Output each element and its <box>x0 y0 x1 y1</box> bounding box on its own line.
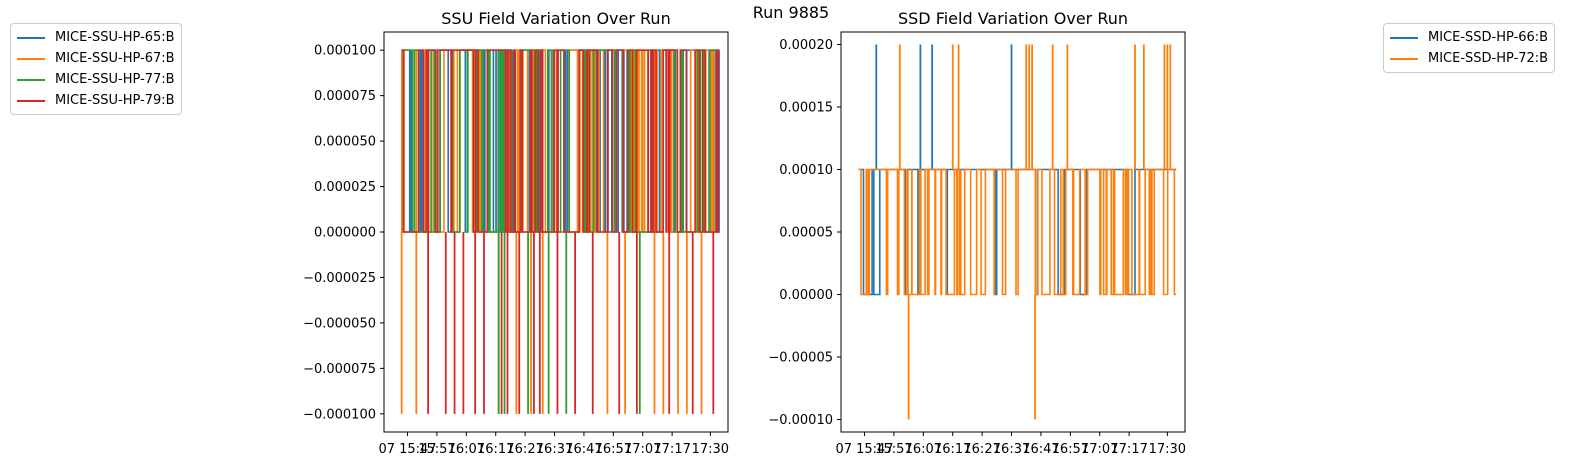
ssd-legend: MICE-SSD-HP-66:B MICE-SSD-HP-72:B <box>1383 23 1556 73</box>
ssu-ytick-label: −0.000025 <box>303 271 376 286</box>
ssd-xtick-label: 17:17 <box>1110 442 1147 457</box>
ssd-xtick-label: 16:07 <box>905 442 942 457</box>
ssu-legend-label: MICE-SSU-HP-67:B <box>55 51 175 66</box>
ssu-xtick-label: 07 15:47 <box>378 442 436 457</box>
ssd-xtick-label: 17:07 <box>1081 442 1118 457</box>
ssd-legend-label: MICE-SSD-HP-72:B <box>1428 51 1549 66</box>
ssu-ytick-label: 0.000100 <box>314 44 376 59</box>
ssd-xtick-label: 07 15:47 <box>835 442 893 457</box>
ssd-legend-swatch <box>1390 36 1418 39</box>
ssu-ytick-label: 0.000050 <box>314 135 376 150</box>
ssu-ytick-label: 0.000075 <box>314 89 376 104</box>
ssd-legend-entry: MICE-SSD-HP-72:B <box>1390 48 1548 69</box>
ssd-xtick-label: 16:37 <box>993 442 1030 457</box>
ssd-xtick-label: 16:17 <box>934 442 971 457</box>
ssd-xtick-label: 15:57 <box>875 442 912 457</box>
ssu-series-line-4 <box>401 49 720 233</box>
ssu-xtick-label: 16:37 <box>536 442 573 457</box>
ssd-xtick-label: 17:30 <box>1149 442 1186 457</box>
ssd-ytick-label: 0.00015 <box>779 101 833 116</box>
ssu-ytick-label: 0.000000 <box>314 226 376 241</box>
ssd-ytick-label: −0.00005 <box>768 351 833 366</box>
ssu-legend-swatch <box>17 78 45 81</box>
ssu-legend: MICE-SSU-HP-65:B MICE-SSU-HP-67:B MICE-SSU… <box>10 23 182 115</box>
ssd-chart-title: SSD Field Variation Over Run <box>898 9 1128 28</box>
ssu-legend-label: MICE-SSU-HP-65:B <box>55 30 175 45</box>
ssu-ytick-label: −0.000075 <box>303 362 376 377</box>
ssu-series-group <box>400 49 720 414</box>
ssu-xtick-label: 16:47 <box>565 442 602 457</box>
ssd-xtick-label: 16:47 <box>1022 442 1059 457</box>
ssd-xtick-label: 16:57 <box>1052 442 1089 457</box>
ssd-ytick-label: 0.00000 <box>779 288 833 303</box>
ssu-xtick-label: 16:07 <box>448 442 485 457</box>
ssu-legend-label: MICE-SSU-HP-77:B <box>55 72 175 87</box>
ssd-legend-label: MICE-SSD-HP-66:B <box>1428 30 1549 45</box>
ssu-ytick-label: −0.000100 <box>303 407 376 422</box>
ssu-xtick-label: 15:57 <box>418 442 455 457</box>
ssu-legend-label: MICE-SSU-HP-79:B <box>55 93 175 108</box>
ssu-legend-entry: MICE-SSU-HP-79:B <box>17 90 175 111</box>
ssu-ytick-label: −0.000050 <box>303 316 376 331</box>
ssd-ytick-label: 0.00005 <box>779 226 833 241</box>
ssd-axes-frame <box>840 31 1186 433</box>
ssu-chart-title: SSU Field Variation Over Run <box>441 9 670 28</box>
ssd-chart: −0.00010 −0.00005 0.00000 0.00005 0.00010 0.0… <box>768 9 1186 457</box>
ssu-legend-entry: MICE-SSU-HP-67:B <box>17 48 175 69</box>
ssu-legend-entry: MICE-SSU-HP-77:B <box>17 69 175 90</box>
ssu-legend-swatch <box>17 57 45 60</box>
ssu-xtick-label: 16:27 <box>506 442 543 457</box>
ssu-legend-entry: MICE-SSU-HP-65:B <box>17 27 175 48</box>
figure-suptitle: Run 9885 <box>752 3 830 22</box>
ssu-xtick-label: 16:17 <box>477 442 514 457</box>
ssd-legend-entry: MICE-SSD-HP-66:B <box>1390 27 1548 48</box>
ssd-series-line-2 <box>858 168 1177 296</box>
ssu-xtick-label: 17:07 <box>624 442 661 457</box>
ssd-legend-swatch <box>1390 57 1418 60</box>
ssu-xtick-label: 16:57 <box>595 442 632 457</box>
ssd-ytick-label: 0.00020 <box>779 38 833 53</box>
ssd-ytick-label: −0.00010 <box>768 413 833 428</box>
ssu-legend-swatch <box>17 99 45 102</box>
ssd-ytick-label: 0.00010 <box>779 163 833 178</box>
ssu-xtick-label: 17:17 <box>653 442 690 457</box>
ssu-xtick-label: 17:30 <box>692 442 729 457</box>
ssd-series-group <box>858 44 1177 420</box>
ssu-ytick-label: 0.000025 <box>314 180 376 195</box>
ssu-chart: −0.000100 −0.000075 −0.000050 −0.000025 0.00… <box>303 9 729 457</box>
ssu-legend-swatch <box>17 36 45 39</box>
ssd-xtick-label: 16:27 <box>963 442 1000 457</box>
